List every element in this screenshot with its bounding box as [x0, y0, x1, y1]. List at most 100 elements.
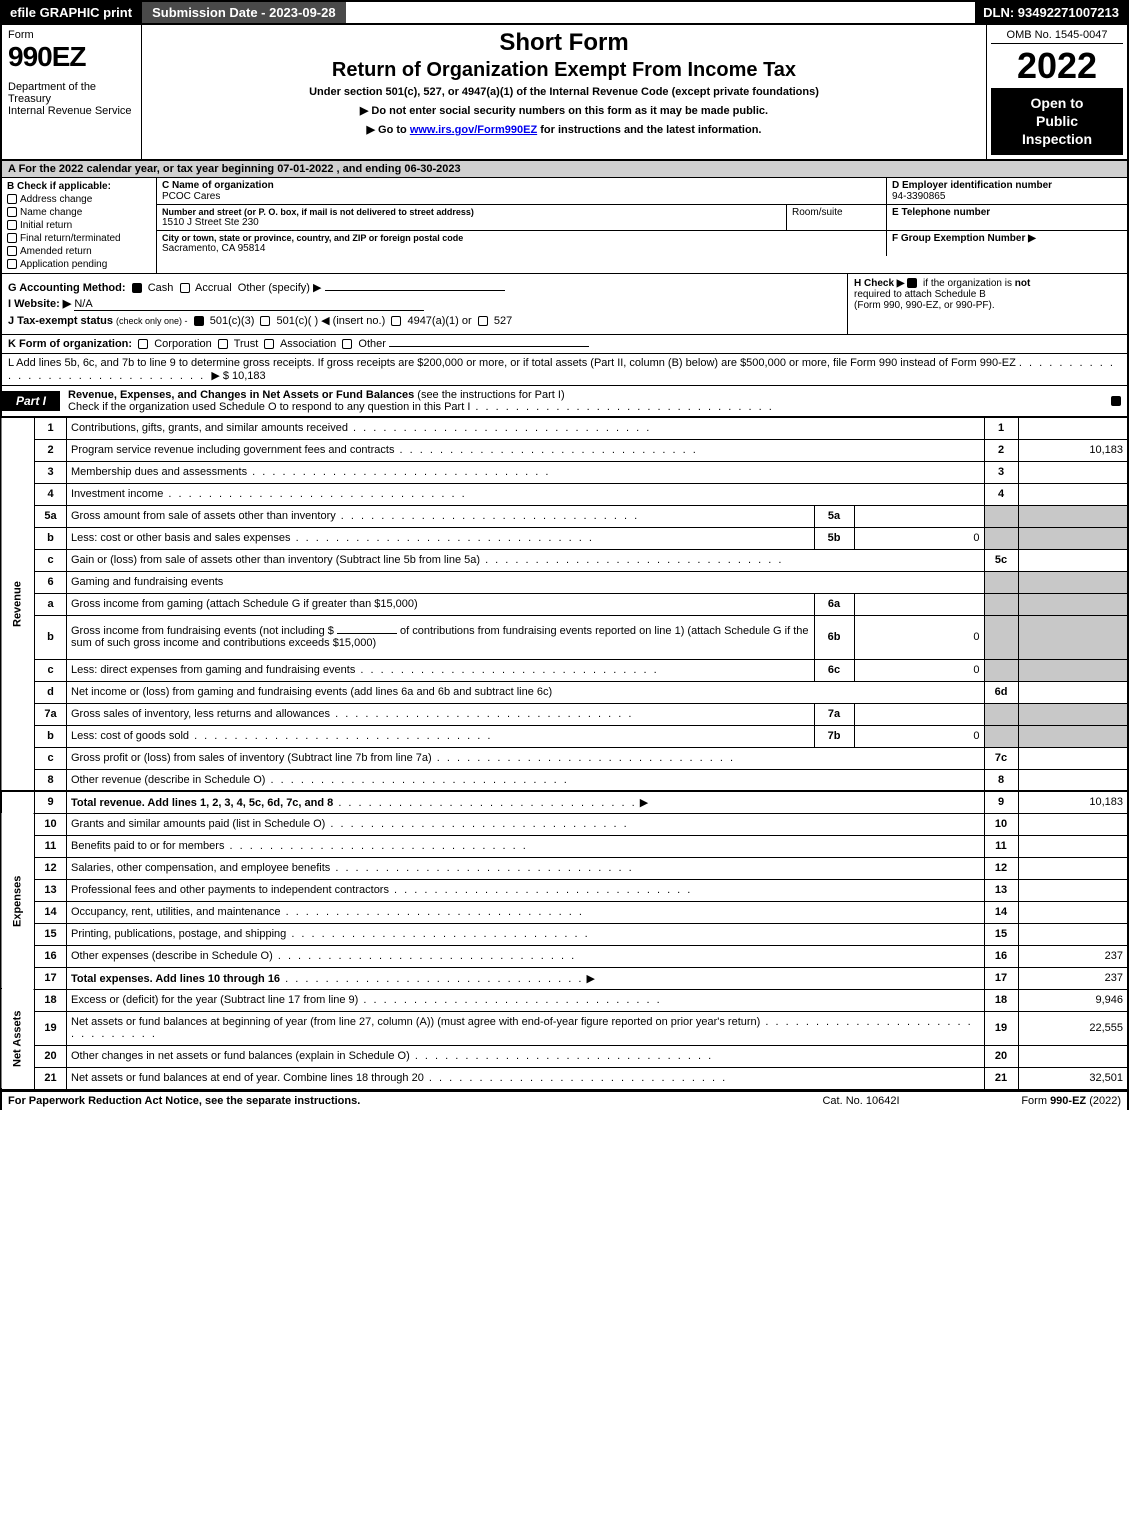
checkbox-assoc-icon[interactable] [264, 339, 274, 349]
rt-num: 2 [984, 439, 1018, 461]
part-i-checkline: Check if the organization used Schedule … [68, 401, 470, 413]
table-row: 3 Membership dues and assessments 3 [1, 461, 1128, 483]
irs-link[interactable]: www.irs.gov/Form990EZ [410, 124, 537, 136]
check-application-pending[interactable]: Application pending [7, 259, 151, 270]
line-desc: Gross income from fundraising events (no… [71, 625, 334, 637]
short-form-title: Short Form [150, 29, 978, 57]
h-not: not [1015, 278, 1031, 289]
line-text: Program service revenue including govern… [67, 439, 985, 461]
table-row: 13 Professional fees and other payments … [1, 879, 1128, 901]
table-row: 8 Other revenue (describe in Schedule O)… [1, 769, 1128, 791]
table-row: Expenses 10 Grants and similar amounts p… [1, 813, 1128, 835]
check-initial-return[interactable]: Initial return [7, 220, 151, 231]
col-b-checkboxes: B Check if applicable: Address change Na… [2, 178, 157, 273]
line-text: Less: cost or other basis and sales expe… [67, 527, 815, 549]
line-desc: Program service revenue including govern… [71, 444, 394, 456]
rt-shaded [984, 659, 1018, 681]
inner-num: 5a [814, 505, 854, 527]
check-amended-return[interactable]: Amended return [7, 246, 151, 257]
line-num: 12 [35, 857, 67, 879]
line-num: 18 [35, 989, 67, 1011]
g-other: Other (specify) ▶ [238, 282, 322, 294]
room-label: Room/suite [792, 207, 843, 218]
table-row: 21 Net assets or fund balances at end of… [1, 1067, 1128, 1089]
check-label: Amended return [20, 246, 92, 257]
checkbox-cash-checked-icon[interactable] [132, 283, 142, 293]
rt-num: 4 [984, 483, 1018, 505]
rt-val: 10,183 [1018, 791, 1128, 813]
irs-label: Internal Revenue Service [8, 105, 135, 117]
org-name-label: C Name of organization [162, 180, 881, 191]
dots-icon [224, 840, 527, 852]
checkbox-accrual-icon[interactable] [180, 283, 190, 293]
footer-paperwork: For Paperwork Reduction Act Notice, see … [8, 1095, 761, 1107]
rt-shaded [984, 505, 1018, 527]
cell-org-name: C Name of organization PCOC Cares [157, 178, 887, 204]
checkbox-4947-icon[interactable] [391, 316, 401, 326]
g-cash: Cash [148, 282, 174, 294]
line-text: Gross income from fundraising events (no… [67, 615, 815, 659]
checkbox-corp-icon[interactable] [138, 339, 148, 349]
rt-num: 1 [984, 417, 1018, 439]
checkbox-501c-icon[interactable] [260, 316, 270, 326]
line-text: Gross profit or (loss) from sales of inv… [67, 747, 985, 769]
checkbox-other-icon[interactable] [342, 339, 352, 349]
rt-shaded [984, 527, 1018, 549]
group-exemption-label: F Group Exemption Number ▶ [892, 233, 1122, 244]
checkbox-h-checked-icon[interactable] [907, 278, 917, 288]
inner-val [854, 703, 984, 725]
line-l-gross-receipts: L Add lines 5b, 6c, and 7b to line 9 to … [0, 354, 1129, 386]
line-text: Gross sales of inventory, less returns a… [67, 703, 815, 725]
omb-number: OMB No. 1545-0047 [991, 29, 1123, 44]
street-value: 1510 J Street Ste 230 [162, 217, 781, 228]
line-text: Net income or (loss) from gaming and fun… [67, 681, 985, 703]
line-num: 8 [35, 769, 67, 791]
inner-num: 6a [814, 593, 854, 615]
line-num: a [35, 593, 67, 615]
rt-num: 12 [984, 857, 1018, 879]
sidelabel-netassets: Net Assets [1, 989, 35, 1089]
instr-goto-post: for instructions and the latest informat… [537, 124, 761, 136]
open-line2: Public [995, 112, 1119, 130]
line-num: c [35, 549, 67, 571]
footer-form-id: Form 990-EZ (2022) [961, 1095, 1121, 1107]
h-txt1: if the organization is [923, 278, 1012, 289]
check-label: Initial return [20, 220, 72, 231]
table-row: 20 Other changes in net assets or fund b… [1, 1045, 1128, 1067]
checkbox-trust-icon[interactable] [218, 339, 228, 349]
rt-val: 22,555 [1018, 1011, 1128, 1045]
table-row: 16 Other expenses (describe in Schedule … [1, 945, 1128, 967]
line-num: 16 [35, 945, 67, 967]
col-h: H Check ▶ if the organization is not req… [847, 274, 1127, 334]
check-final-return[interactable]: Final return/terminated [7, 233, 151, 244]
table-row: 5a Gross amount from sale of assets othe… [1, 505, 1128, 527]
cell-ein: D Employer identification number 94-3390… [887, 178, 1127, 204]
rt-shaded [1018, 659, 1128, 681]
inner-val: 0 [854, 725, 984, 747]
inner-num: 5b [814, 527, 854, 549]
dots-icon [247, 466, 550, 478]
instr-goto-pre: ▶ Go to [367, 124, 410, 136]
line-num: d [35, 681, 67, 703]
i-label: I Website: ▶ [8, 298, 71, 310]
checkbox-527-icon[interactable] [478, 316, 488, 326]
dots-icon [336, 510, 639, 522]
check-address-change[interactable]: Address change [7, 194, 151, 205]
check-name-change[interactable]: Name change [7, 207, 151, 218]
dots-icon [330, 862, 633, 874]
table-row: 2 Program service revenue including gove… [1, 439, 1128, 461]
check-label: Final return/terminated [20, 233, 121, 244]
line-num: 11 [35, 835, 67, 857]
rt-num: 5c [984, 549, 1018, 571]
cell-room: Room/suite [787, 205, 887, 230]
row-address: Number and street (or P. O. box, if mail… [157, 205, 1127, 231]
checkbox-501c3-checked-icon[interactable] [194, 316, 204, 326]
page-footer: For Paperwork Reduction Act Notice, see … [0, 1090, 1129, 1110]
part-i-checkbox[interactable] [1107, 394, 1127, 408]
line-text: Total revenue. Add lines 1, 2, 3, 4, 5c,… [67, 791, 985, 813]
inner-num: 6c [814, 659, 854, 681]
rt-shaded [1018, 703, 1128, 725]
dln: DLN: 93492271007213 [975, 2, 1127, 23]
j-501c3: 501(c)(3) [210, 315, 255, 327]
l-text: L Add lines 5b, 6c, and 7b to line 9 to … [8, 357, 1016, 369]
